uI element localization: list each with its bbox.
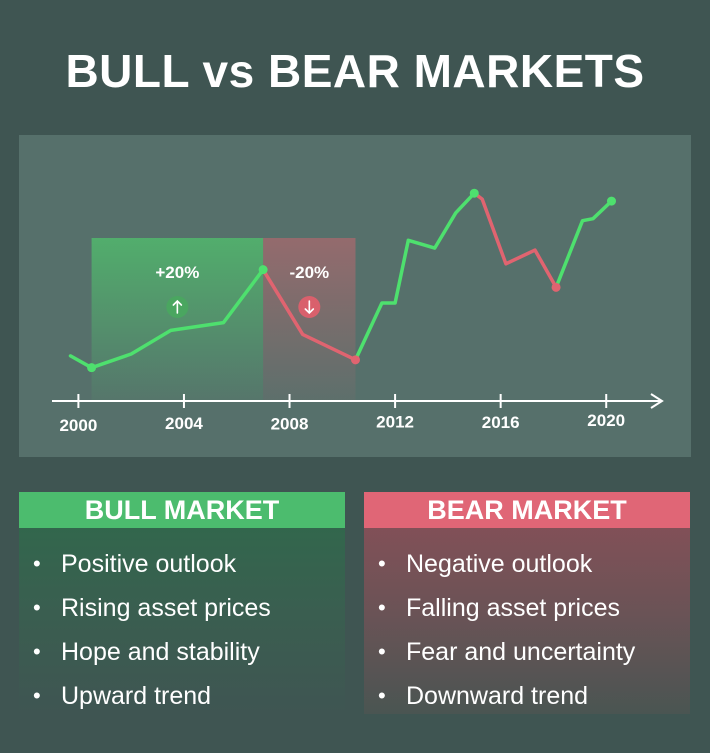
bull-trend-line	[353, 191, 477, 362]
x-tick-label: 2004	[165, 414, 203, 433]
bullet-icon: •	[378, 595, 386, 620]
chart-panel: 2000 2004 2008 2012 2016 2020 +20% -20%	[19, 135, 691, 457]
list-item: • Falling asset prices	[378, 586, 690, 630]
x-tick-label: 2000	[59, 416, 97, 435]
bull-market-card: BULL MARKET • Positive outlook • Rising as…	[19, 492, 345, 714]
bull-bear-line-chart: 2000 2004 2008 2012 2016 2020 +20% -20%	[52, 188, 664, 435]
data-point	[469, 188, 479, 198]
bear-market-list: • Negative outlook • Falling asset prices …	[364, 528, 690, 718]
list-item: • Rising asset prices	[33, 586, 345, 630]
bullet-icon: •	[33, 595, 41, 620]
bear-change-label: -20%	[289, 263, 329, 282]
data-point	[351, 355, 360, 365]
list-item: • Upward trend	[33, 674, 345, 718]
bull-region	[91, 238, 264, 401]
bullet-icon: •	[378, 551, 386, 576]
list-item: • Negative outlook	[378, 542, 690, 586]
x-tick-label: 2020	[587, 411, 625, 430]
bullet-icon: •	[33, 551, 41, 576]
bull-change-label: +20%	[155, 263, 199, 282]
bear-market-header: BEAR MARKET	[364, 492, 690, 528]
bear-market-card: BEAR MARKET • Negative outlook • Falling a…	[364, 492, 690, 714]
arrow-up-glyph	[172, 299, 183, 314]
bear-trend-line	[261, 267, 358, 362]
x-tick-label: 2016	[482, 413, 520, 432]
list-item: • Downward trend	[378, 674, 690, 718]
list-item: • Hope and stability	[33, 630, 345, 674]
bull-trend-line	[554, 199, 614, 290]
bullet-icon: •	[378, 639, 386, 664]
bear-region	[263, 238, 356, 401]
data-point	[551, 282, 561, 292]
bull-market-list: • Positive outlook • Rising asset prices •…	[19, 528, 345, 718]
x-tick-label: 2012	[376, 413, 414, 432]
page-title: BULL vs BEAR MARKETS	[65, 45, 645, 97]
bullet-icon: •	[33, 683, 41, 708]
list-item: • Fear and uncertainty	[378, 630, 690, 674]
data-point	[258, 265, 268, 275]
bullet-icon: •	[33, 639, 41, 664]
bear-trend-line	[472, 191, 558, 290]
bullet-icon: •	[378, 683, 386, 708]
x-axis-arrow-icon	[650, 393, 664, 409]
bull-market-header: BULL MARKET	[19, 492, 345, 528]
list-item: • Positive outlook	[33, 542, 345, 586]
data-point	[87, 363, 97, 373]
data-point	[606, 196, 616, 206]
arrow-down-glyph	[304, 300, 315, 315]
x-tick-label: 2008	[271, 415, 309, 434]
